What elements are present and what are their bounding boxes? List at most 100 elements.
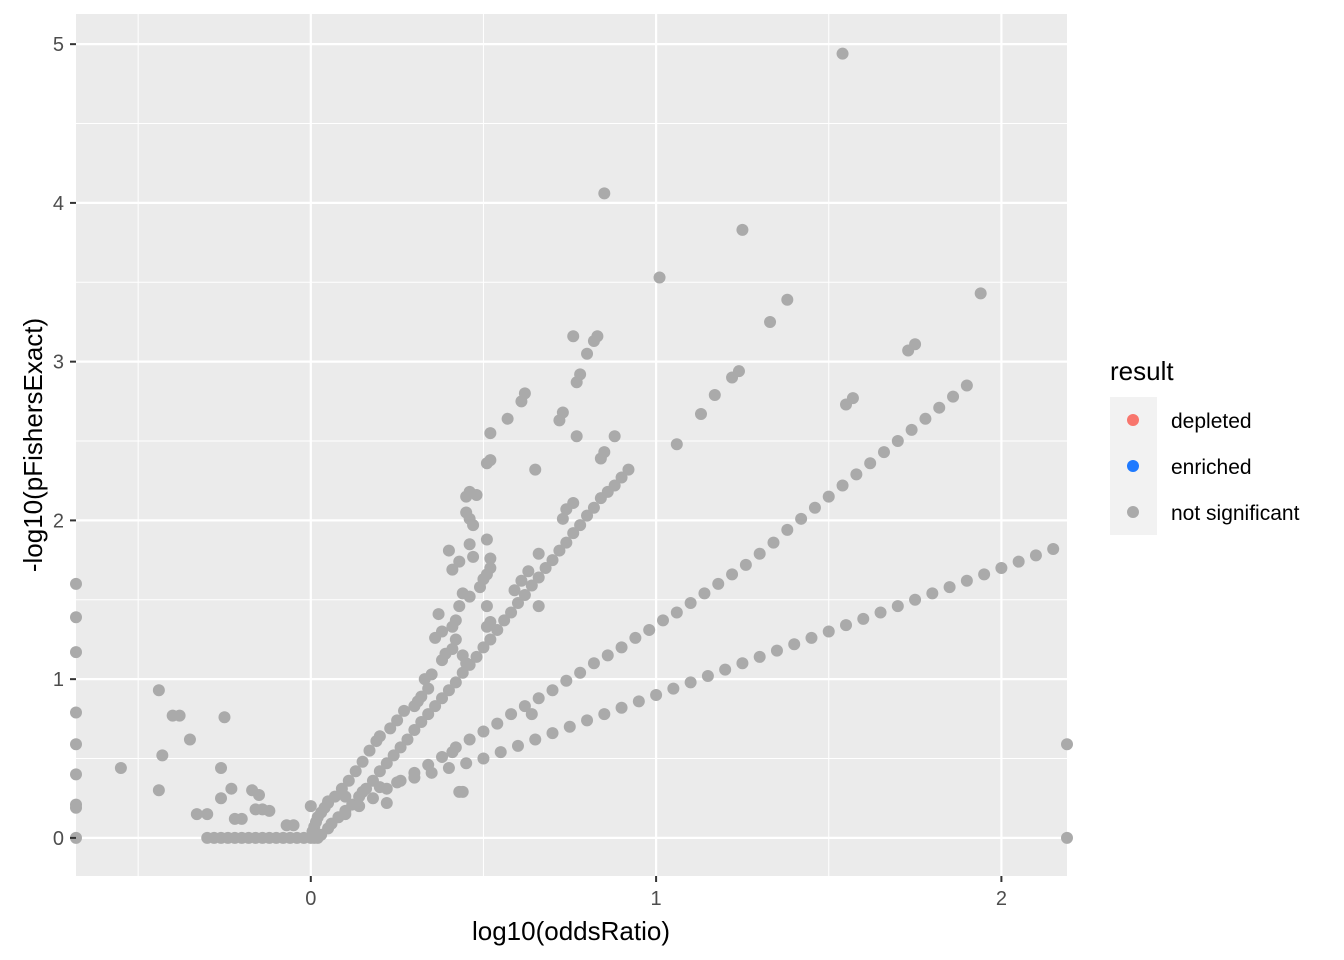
legend-entry-label: depleted xyxy=(1171,410,1252,433)
data-point xyxy=(560,674,573,687)
legend-title: result xyxy=(1110,356,1174,386)
data-point xyxy=(442,544,455,557)
y-tick-label: 5 xyxy=(53,34,64,56)
data-point xyxy=(1061,831,1073,844)
data-point xyxy=(587,657,600,670)
data-point xyxy=(712,577,725,590)
data-point xyxy=(1047,542,1060,555)
y-tick-label: 2 xyxy=(53,510,64,532)
data-point xyxy=(373,781,386,794)
data-point xyxy=(511,739,524,752)
data-point xyxy=(902,344,915,357)
minor-gridlines xyxy=(76,14,1067,876)
data-point xyxy=(933,401,946,414)
data-point xyxy=(574,666,587,679)
data-point xyxy=(418,673,431,686)
data-point xyxy=(436,692,449,705)
data-point xyxy=(708,388,721,401)
data-point xyxy=(788,638,801,651)
legend-key-swatch xyxy=(1127,506,1139,518)
data-point xyxy=(470,489,483,502)
data-point xyxy=(394,741,407,754)
data-point xyxy=(253,789,266,802)
data-point xyxy=(425,766,438,779)
data-point xyxy=(473,581,486,594)
data-point xyxy=(467,550,480,563)
y-axis-title: -log10(pFishersExact) xyxy=(18,318,48,572)
data-point xyxy=(608,430,621,443)
data-point xyxy=(684,676,697,689)
data-point xyxy=(518,589,531,602)
data-point xyxy=(501,412,514,425)
data-point xyxy=(736,223,749,236)
data-point xyxy=(477,752,490,765)
data-point xyxy=(183,733,196,746)
data-point xyxy=(463,538,476,551)
legend-entry-label: not significant xyxy=(1171,502,1300,525)
data-point xyxy=(726,371,739,384)
data-point xyxy=(429,631,442,644)
data-point xyxy=(408,700,421,713)
data-point xyxy=(422,682,435,695)
data-point xyxy=(442,762,455,775)
data-point xyxy=(480,457,493,470)
data-point xyxy=(456,785,469,798)
data-point xyxy=(463,590,476,603)
data-point xyxy=(546,727,559,740)
data-point xyxy=(529,733,542,746)
data-point xyxy=(152,684,165,697)
data-point xyxy=(453,600,466,613)
data-point xyxy=(805,631,818,644)
data-point xyxy=(190,808,203,821)
data-point xyxy=(581,347,594,360)
data-point xyxy=(304,800,317,813)
data-point xyxy=(446,620,459,633)
data-point xyxy=(480,533,493,546)
data-point xyxy=(460,490,473,503)
data-point xyxy=(822,490,835,503)
data-point xyxy=(532,571,545,584)
data-point xyxy=(556,512,569,525)
data-point xyxy=(522,565,535,578)
data-point xyxy=(909,593,922,606)
data-point xyxy=(698,587,711,600)
data-point xyxy=(366,792,379,805)
data-point xyxy=(460,757,473,770)
data-point xyxy=(570,376,583,389)
data-point xyxy=(70,646,82,659)
data-point xyxy=(960,379,973,392)
data-point xyxy=(919,412,932,425)
y-tick-label: 4 xyxy=(53,193,64,215)
data-point xyxy=(356,755,369,768)
data-point xyxy=(608,479,621,492)
data-point xyxy=(974,287,987,300)
data-point xyxy=(567,527,580,540)
data-point xyxy=(477,641,490,654)
data-point xyxy=(864,457,877,470)
data-point xyxy=(553,414,566,427)
data-point xyxy=(598,708,611,721)
data-point xyxy=(1029,549,1042,562)
data-point xyxy=(546,554,559,567)
data-point xyxy=(629,631,642,644)
data-point xyxy=(370,735,383,748)
data-point xyxy=(615,641,628,654)
data-point xyxy=(463,733,476,746)
data-point xyxy=(539,562,552,575)
legend: result depleted enriched not significant xyxy=(1110,356,1300,535)
data-points xyxy=(70,47,1073,844)
data-point xyxy=(739,558,752,571)
data-point xyxy=(152,784,165,797)
data-point xyxy=(494,746,507,759)
data-point xyxy=(373,765,386,778)
data-point xyxy=(891,600,904,613)
data-point xyxy=(836,479,849,492)
data-point xyxy=(515,395,528,408)
data-point xyxy=(401,733,414,746)
data-point xyxy=(719,663,732,676)
data-point xyxy=(567,330,580,343)
data-point xyxy=(449,633,462,646)
x-axis-ticks: 0 1 2 xyxy=(305,876,1007,910)
y-tick-label: 0 xyxy=(53,828,64,850)
data-point xyxy=(342,774,355,787)
